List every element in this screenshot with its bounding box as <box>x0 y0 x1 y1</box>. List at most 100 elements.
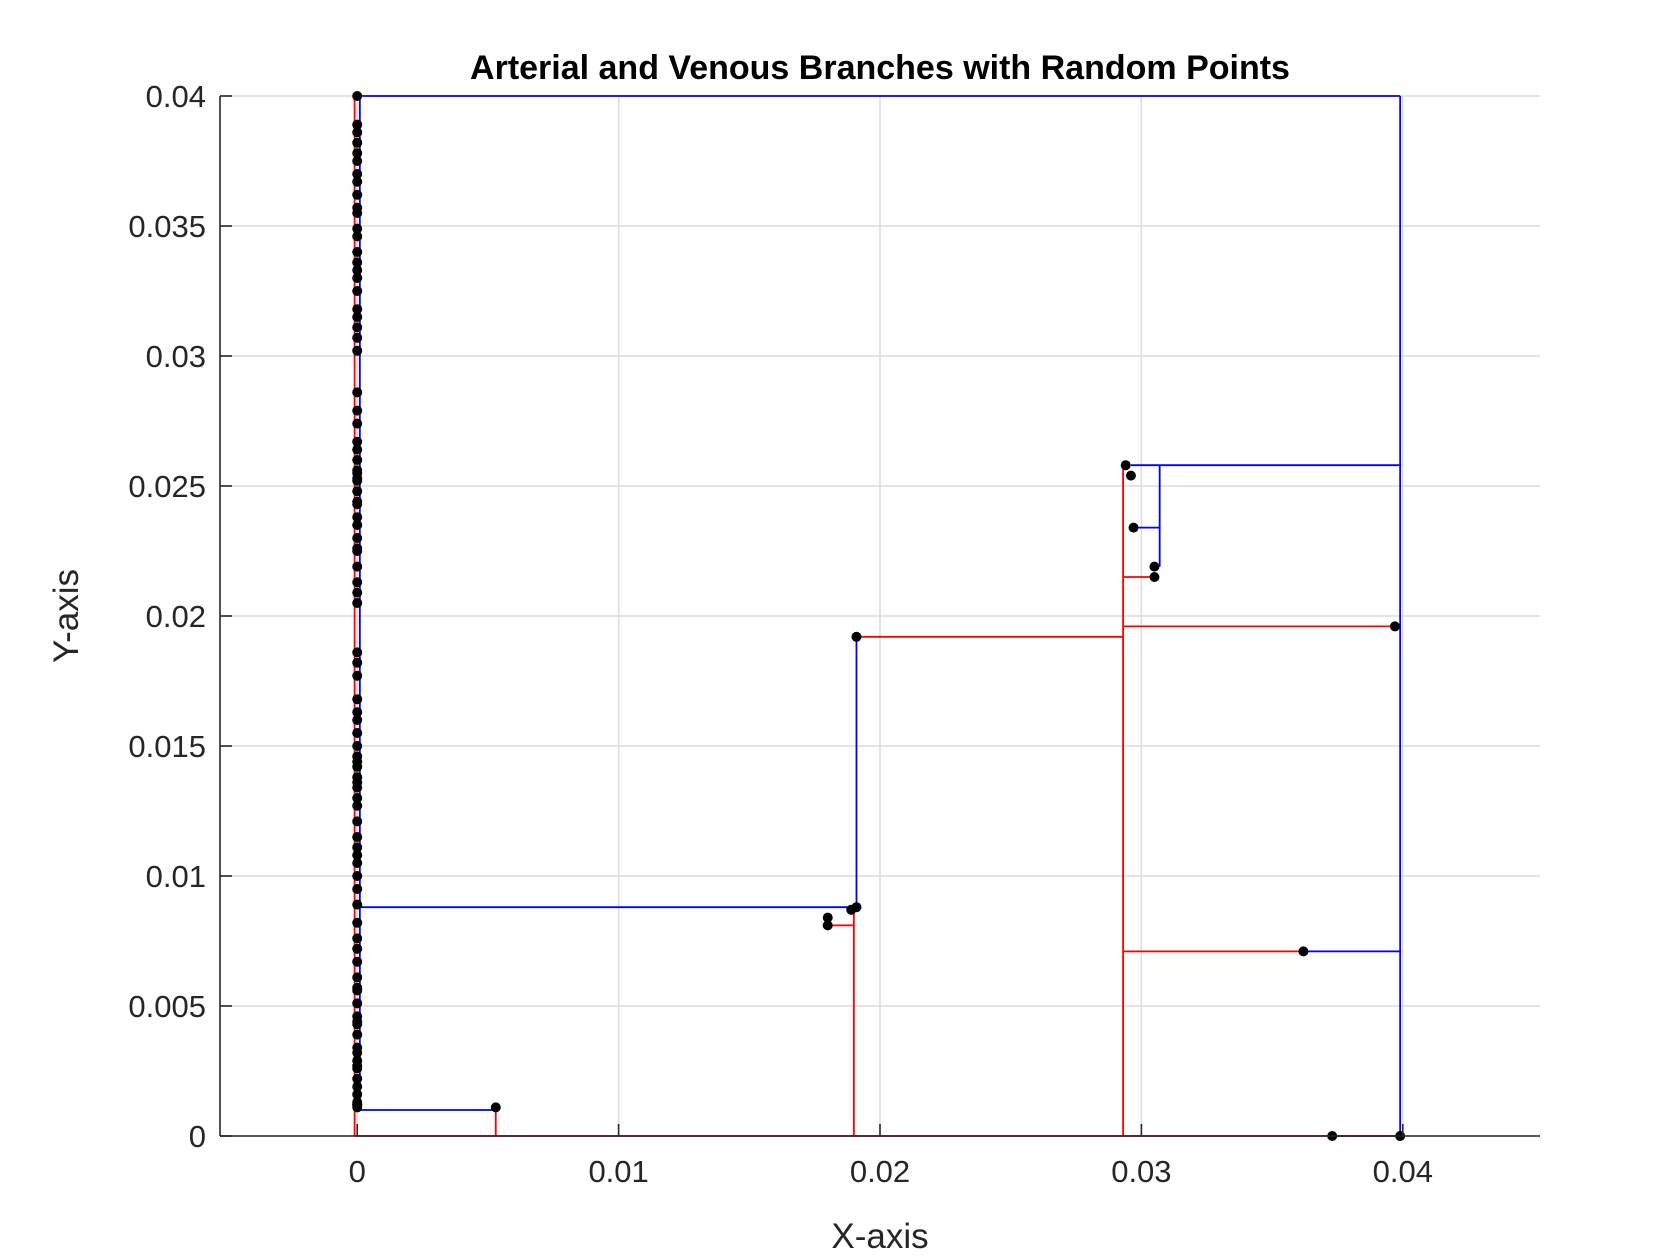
data-point <box>352 884 363 894</box>
data-point <box>352 598 363 608</box>
data-point <box>352 332 363 343</box>
data-point <box>352 465 363 476</box>
chart-title: Arterial and Venous Branches with Random… <box>470 49 1290 87</box>
data-point <box>352 1047 363 1058</box>
data-point <box>352 657 363 668</box>
data-point <box>352 715 363 725</box>
tick-labels: 0 0.01 0.02 0.03 0.04 0 0.005 0.01 0.015 0.02 0.02… <box>128 79 1433 1189</box>
data-point <box>352 444 363 455</box>
data-point <box>352 312 363 322</box>
x-tick-label: 0.01 <box>588 1154 648 1189</box>
data-point <box>851 631 862 642</box>
data-point <box>352 1099 363 1110</box>
data-point <box>352 223 363 234</box>
data-point <box>352 148 363 159</box>
data-point <box>352 998 363 1009</box>
data-point <box>352 436 363 447</box>
data-point <box>352 473 363 484</box>
data-point <box>822 920 833 931</box>
data-point <box>352 176 363 187</box>
y-tick-label: 0.03 <box>146 339 206 374</box>
data-point <box>352 933 363 944</box>
data-point <box>352 956 363 967</box>
data-point <box>352 169 363 179</box>
y-tick-label: 0.015 <box>128 729 206 764</box>
y-tick-label: 0.04 <box>146 79 206 114</box>
data-point <box>352 247 363 257</box>
x-axis-label: X-axis <box>831 1217 928 1256</box>
data-point <box>352 455 363 465</box>
data-point <box>1125 470 1136 481</box>
data-point <box>352 917 363 928</box>
data-point <box>352 273 363 283</box>
data-point <box>1149 572 1160 582</box>
data-point <box>352 231 363 242</box>
data-point <box>352 345 363 356</box>
data-point <box>490 1102 501 1113</box>
data-point <box>352 832 363 842</box>
data-point <box>352 577 363 588</box>
data-point <box>352 208 363 218</box>
data-point <box>851 902 862 913</box>
data-point <box>352 91 363 101</box>
y-tick-label: 0.01 <box>146 859 206 894</box>
y-tick-label: 0.005 <box>128 989 206 1024</box>
data-point <box>352 418 363 429</box>
x-tick-label: 0 <box>349 1154 366 1189</box>
data-point <box>352 520 363 530</box>
data-point <box>352 127 363 138</box>
data-point <box>352 119 363 130</box>
data-point <box>352 793 363 803</box>
data-point <box>352 561 363 572</box>
data-point <box>352 486 363 497</box>
data-point <box>352 257 363 268</box>
data-point <box>352 741 363 751</box>
data-point <box>352 1029 363 1040</box>
data-point <box>352 304 363 315</box>
data-point <box>352 707 363 718</box>
data-point <box>1120 460 1131 471</box>
data-point <box>352 1081 363 1092</box>
data-point <box>352 800 363 811</box>
data-point <box>352 842 363 853</box>
data-point <box>352 982 363 993</box>
data-point <box>352 1089 363 1100</box>
points-layer <box>352 91 1406 1141</box>
data-point <box>352 1016 363 1027</box>
data-point <box>352 777 363 788</box>
data-point <box>1149 561 1160 572</box>
data-point <box>352 647 363 658</box>
y-tick-label: 0.02 <box>146 599 206 634</box>
axes <box>219 95 1540 1137</box>
data-point <box>352 972 363 983</box>
y-axis-label: Y-axis <box>47 569 86 663</box>
plot-area <box>219 91 1540 1141</box>
data-point <box>352 512 363 523</box>
data-point <box>352 546 363 556</box>
data-point <box>352 189 363 200</box>
data-point <box>352 156 363 166</box>
data-point <box>352 587 363 598</box>
data-point <box>352 533 363 543</box>
data-point <box>352 756 363 767</box>
data-point <box>352 816 363 827</box>
data-point <box>352 871 363 881</box>
x-tick-label: 0.02 <box>850 1154 910 1189</box>
data-point <box>1298 946 1309 957</box>
data-point <box>352 858 363 868</box>
x-tick-label: 0.03 <box>1111 1154 1171 1189</box>
y-tick-label: 0.035 <box>128 209 206 244</box>
x-tick-label: 0.04 <box>1373 1154 1433 1189</box>
data-point <box>352 1073 363 1084</box>
data-point <box>352 899 363 910</box>
data-point <box>352 499 363 510</box>
data-point <box>1389 621 1400 632</box>
data-point <box>352 322 363 333</box>
data-point <box>352 670 363 681</box>
data-point <box>352 1060 363 1071</box>
data-point <box>352 265 363 276</box>
y-tick-label: 0 <box>189 1119 206 1154</box>
y-tick-label: 0.025 <box>128 469 206 504</box>
data-point <box>352 850 363 861</box>
